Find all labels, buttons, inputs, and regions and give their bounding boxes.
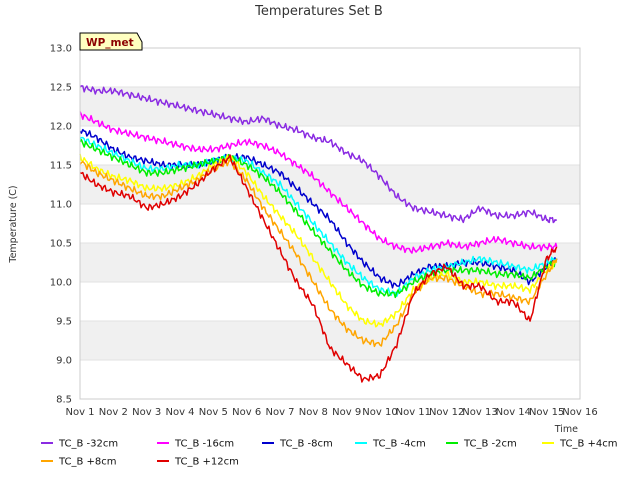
x-tick-label: Nov 9 [332, 407, 361, 418]
y-tick-label: 13.0 [50, 44, 72, 55]
series-lines [79, 85, 558, 383]
legend-label: TC_B -4cm [372, 439, 426, 450]
x-axis-label: Time [554, 424, 578, 435]
x-tick-label: Nov 1 [65, 407, 94, 418]
x-tick-label: Nov 8 [299, 407, 328, 418]
legend-item: TC_B +8cm [41, 457, 117, 468]
y-tick-label: 11.5 [50, 161, 72, 172]
x-tick-label: Nov 3 [132, 407, 161, 418]
y-axis-label: Temperature (C) [8, 185, 19, 263]
badge-shape [79, 32, 143, 51]
x-tick-label: Nov 5 [199, 407, 228, 418]
x-tick-label: Nov 7 [265, 407, 294, 418]
series-line [79, 136, 558, 298]
background-bands [80, 87, 580, 360]
series-line [79, 154, 558, 383]
y-axis-ticks: 8.5 9.0 9.5 10.0 10.5 11.0 11.5 12.0 12.5 13.0 [50, 44, 72, 406]
y-tick-label: 9.0 [56, 356, 72, 367]
x-tick-label: Nov 4 [165, 407, 194, 418]
legend-item: TC_B +12cm [157, 457, 239, 468]
x-tick-label: Nov 6 [232, 407, 261, 418]
legend-label: TC_B -2cm [463, 439, 517, 450]
legend-item: TC_B -32cm [41, 439, 118, 450]
plot-frame [79, 47, 581, 400]
legend-item: TC_B -8cm [262, 439, 333, 450]
x-axis-ticks: Nov 1 Nov 2 Nov 3 Nov 4 Nov 5 Nov 6 Nov 7 Nov 8… [65, 407, 597, 418]
legend-label: TC_B +12cm [174, 457, 239, 468]
x-tick-label: Nov 11 [396, 407, 431, 418]
x-tick-label: Nov 12 [429, 407, 464, 418]
x-tick-label: Nov 2 [99, 407, 128, 418]
x-tick-label: Nov 13 [462, 407, 497, 418]
background-band [80, 165, 580, 204]
y-tick-label: 11.0 [50, 200, 72, 211]
background-band [80, 87, 580, 126]
background-band [80, 321, 580, 360]
series-line [79, 111, 558, 254]
legend-item: TC_B -2cm [446, 439, 517, 450]
y-tick-label: 10.0 [50, 278, 72, 289]
legend-item: TC_B +4cm [542, 439, 618, 450]
y-tick-label: 9.5 [56, 317, 72, 328]
x-tick-label: Nov 16 [562, 407, 597, 418]
series-line [79, 153, 558, 328]
legend-label: TC_B -32cm [58, 439, 118, 450]
legend-label: TC_B +8cm [58, 457, 117, 468]
y-tick-label: 12.0 [50, 122, 72, 133]
x-tick-label: Nov 15 [529, 407, 564, 418]
x-tick-label: Nov 10 [362, 407, 397, 418]
legend: TC_B -32cm TC_B -16cm TC_B -8cm TC_B -4cm TC… [41, 439, 618, 468]
series-line [79, 138, 558, 299]
chart-title: Temperatures Set B [254, 4, 383, 19]
series-line [79, 159, 558, 348]
legend-item: TC_B -4cm [355, 439, 426, 450]
x-tick-label: Nov 14 [496, 407, 531, 418]
badge-label: WP_met [86, 37, 134, 49]
wp-met-badge: WP_met [79, 32, 143, 51]
legend-label: TC_B -8cm [279, 439, 333, 450]
y-tick-label: 8.5 [56, 395, 72, 406]
y-tick-label: 10.5 [50, 239, 72, 250]
gridlines [80, 47, 580, 400]
legend-item: TC_B -16cm [157, 439, 234, 450]
legend-label: TC_B -16cm [174, 439, 234, 450]
y-tick-label: 12.5 [50, 83, 72, 94]
legend-label: TC_B +4cm [559, 439, 618, 450]
series-line [79, 85, 558, 224]
